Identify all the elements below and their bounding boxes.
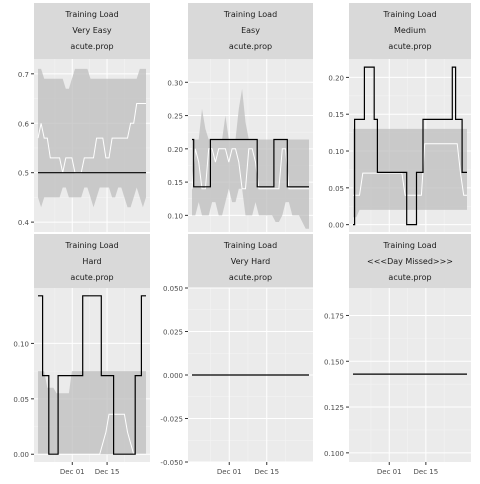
y-tick-label: 0.10 — [13, 340, 29, 348]
x-tick-label: Dec 01 — [377, 468, 402, 476]
strip-title: Training Load — [64, 241, 118, 250]
facet-strip — [349, 234, 471, 288]
strip-facet-label: Hard — [82, 257, 101, 266]
y-tick-label: 0.00 — [328, 222, 344, 230]
strip-title: Training Load — [382, 241, 436, 250]
rolling-mean-line — [37, 103, 146, 174]
panel-background — [349, 288, 471, 462]
y-tick-label: 0.5 — [18, 170, 29, 178]
y-tick-label: 0.7 — [18, 71, 29, 79]
facet-panel-3: Training Load Medium acute.prop 0.00 0.05 0.1… — [328, 3, 471, 232]
x-tick-label: Dec 15 — [254, 468, 279, 476]
y-tick-label: 0.175 — [324, 312, 344, 320]
strip-variable: acute.prop — [229, 42, 272, 51]
y-tick-label: 0.15 — [167, 179, 183, 187]
facet-panel-5: Training Load Very Hard acute.prop -0.050 -0… — [160, 234, 313, 476]
y-tick-label: 0.150 — [324, 358, 344, 366]
y-tick-label: -0.025 — [160, 416, 183, 424]
strip-facet-label: Easy — [241, 26, 260, 35]
y-tick-label: 0.10 — [167, 212, 183, 220]
facet-strip — [349, 3, 471, 59]
band-ribbon — [38, 371, 146, 455]
y-tick-label: 0.20 — [328, 74, 344, 82]
facet-strip — [34, 3, 150, 59]
strip-facet-label: Very Hard — [231, 257, 270, 266]
y-tick-label: -0.050 — [160, 459, 183, 467]
strip-title: Training Load — [382, 10, 436, 19]
facet-panel-2: Training Load Easy acute.prop 0.10 0.15 0.20 0… — [167, 3, 313, 232]
band-ribbon — [192, 88, 309, 229]
strip-title: Training Load — [223, 241, 277, 250]
y-tick-label: 0.4 — [18, 219, 30, 227]
y-tick-label: 0.25 — [167, 113, 183, 121]
strip-facet-label: <<<Day Missed>>> — [367, 257, 453, 266]
observed-line — [192, 138, 309, 188]
strip-variable: acute.prop — [229, 273, 272, 282]
band-ribbon — [38, 68, 146, 208]
band-ribbon — [353, 128, 467, 218]
x-tick-label: Dec 15 — [95, 468, 120, 476]
rolling-mean-line — [353, 143, 467, 196]
x-tick-label: Dec 01 — [217, 468, 242, 476]
strip-title: Training Load — [223, 10, 277, 19]
y-tick-label: 0.10 — [328, 148, 344, 156]
strip-variable: acute.prop — [70, 273, 113, 282]
strip-facet-label: Very Easy — [72, 26, 111, 35]
y-tick-label: 0.05 — [328, 185, 344, 193]
facet-panel-6: Training Load <<<Day Missed>>> acute.prop 0… — [324, 234, 471, 476]
y-tick-label: 0.00 — [13, 451, 29, 459]
facet-panel-1: Training Load Very Easy acute.prop 0.4 0.5 0.… — [18, 3, 150, 232]
x-tick-label: Dec 01 — [60, 468, 85, 476]
facet-strip — [188, 234, 313, 288]
facet-strip — [34, 234, 150, 288]
y-tick-label: 0.6 — [18, 120, 30, 128]
y-tick-label: 0.100 — [324, 450, 344, 458]
y-tick-label: 0.025 — [163, 329, 183, 337]
strip-facet-label: Medium — [394, 26, 426, 35]
y-tick-label: 0.000 — [163, 372, 183, 380]
x-tick-label: Dec 15 — [414, 468, 439, 476]
facet-strip — [188, 3, 313, 59]
y-tick-label: 0.15 — [328, 111, 344, 119]
strip-title: Training Load — [64, 10, 118, 19]
y-tick-label: 0.20 — [167, 146, 183, 154]
y-tick-label: 0.125 — [324, 404, 344, 412]
strip-variable: acute.prop — [70, 42, 113, 51]
rolling-mean-line — [191, 148, 309, 190]
observed-line — [38, 295, 146, 455]
y-tick-label: 0.05 — [13, 396, 29, 404]
observed-line — [353, 66, 467, 226]
y-tick-label: 0.30 — [167, 79, 183, 87]
y-tick-label: 0.050 — [163, 285, 183, 293]
strip-variable: acute.prop — [388, 273, 431, 282]
facet-panel-4: Training Load Hard acute.prop 0.00 0.05 0.10 D… — [13, 234, 150, 476]
strip-variable: acute.prop — [388, 42, 431, 51]
